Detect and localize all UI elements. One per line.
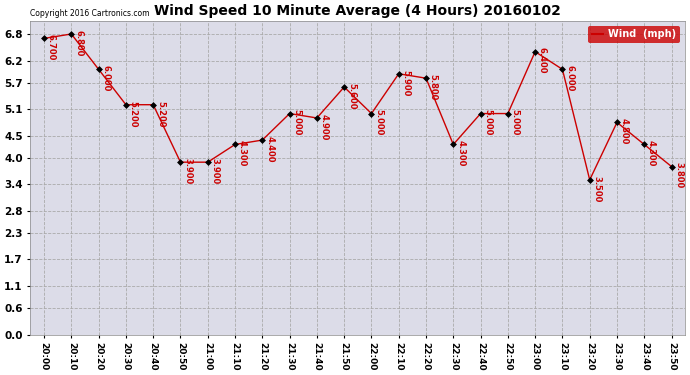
Title: Wind Speed 10 Minute Average (4 Hours) 20160102: Wind Speed 10 Minute Average (4 Hours) 2… <box>155 4 561 18</box>
Text: 4.300: 4.300 <box>238 140 247 167</box>
Text: 3.800: 3.800 <box>674 162 683 189</box>
Text: 4.900: 4.900 <box>319 114 328 140</box>
Legend: Wind  (mph): Wind (mph) <box>588 26 680 44</box>
Text: 6.700: 6.700 <box>47 34 56 61</box>
Text: 5.000: 5.000 <box>484 110 493 136</box>
Text: 5.000: 5.000 <box>374 110 383 136</box>
Text: 5.200: 5.200 <box>156 100 165 127</box>
Text: 6.000: 6.000 <box>101 65 110 92</box>
Text: 3.900: 3.900 <box>184 158 193 184</box>
Text: 6.800: 6.800 <box>74 30 83 56</box>
Text: 5.200: 5.200 <box>129 100 138 127</box>
Text: 4.300: 4.300 <box>647 140 656 167</box>
Text: 4.300: 4.300 <box>456 140 465 167</box>
Text: 4.400: 4.400 <box>265 136 274 162</box>
Text: 5.000: 5.000 <box>293 110 302 136</box>
Text: Copyright 2016 Cartronics.com: Copyright 2016 Cartronics.com <box>30 9 150 18</box>
Text: 3.500: 3.500 <box>593 176 602 202</box>
Text: 6.400: 6.400 <box>538 48 547 74</box>
Text: 6.000: 6.000 <box>565 65 574 92</box>
Text: 5.800: 5.800 <box>428 74 437 100</box>
Text: 5.000: 5.000 <box>511 110 520 136</box>
Text: 5.900: 5.900 <box>402 70 411 96</box>
Text: 3.900: 3.900 <box>210 158 219 184</box>
Text: 5.600: 5.600 <box>347 83 356 110</box>
Text: 4.800: 4.800 <box>620 118 629 145</box>
